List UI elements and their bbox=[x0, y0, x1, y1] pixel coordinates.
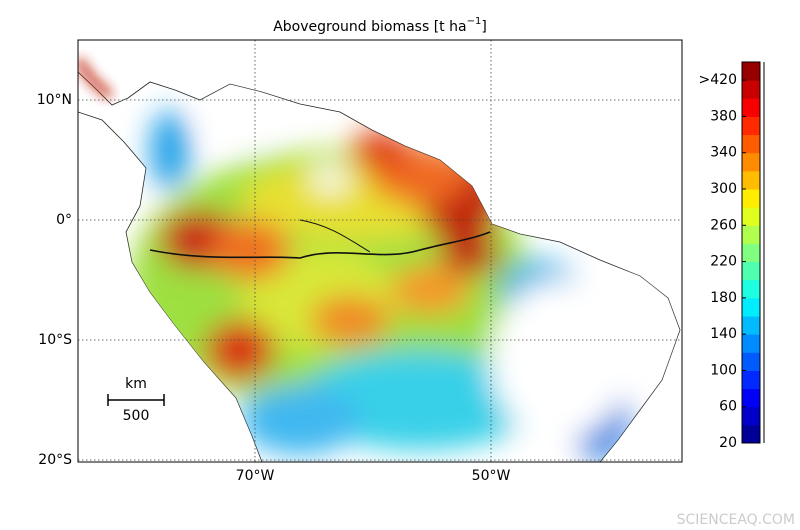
colorbar-segment bbox=[742, 207, 760, 226]
colorbar-tick-label: >420 bbox=[699, 72, 737, 88]
colorbar-tick-label: 180 bbox=[710, 290, 737, 306]
central-america bbox=[78, 57, 113, 99]
colorbar-segment bbox=[742, 152, 760, 172]
river bbox=[149, 231, 491, 259]
title-superscript: −1 bbox=[467, 16, 482, 27]
colorbar-tick-label: 20 bbox=[719, 435, 737, 451]
lat-label: 0° bbox=[56, 212, 72, 228]
colorbar-segment bbox=[742, 98, 760, 117]
colorbar-segment bbox=[742, 279, 760, 299]
colorbar-segment bbox=[742, 170, 760, 190]
river bbox=[299, 219, 371, 253]
lat-label: 10°N bbox=[37, 92, 72, 108]
colorbar-segment bbox=[742, 370, 760, 390]
biomass-layer bbox=[130, 95, 670, 460]
colorbar-segment bbox=[742, 225, 760, 244]
colorbar-segment bbox=[742, 116, 760, 136]
title-close: ] bbox=[481, 19, 486, 35]
colorbar-tick-label: 300 bbox=[710, 181, 737, 197]
map-area bbox=[78, 40, 682, 462]
scale-length: 500 bbox=[123, 408, 150, 424]
map-frame bbox=[77, 39, 683, 463]
colorbar-segment bbox=[742, 80, 760, 99]
map-title: Aboveground biomass [t ha−1] bbox=[273, 16, 487, 35]
colorbar-tick-label: 140 bbox=[710, 326, 737, 342]
colorbar-segment bbox=[742, 352, 760, 371]
colorbar-segment bbox=[742, 62, 760, 81]
colorbar-tick-label: 260 bbox=[710, 217, 737, 233]
watermark: SCIENCEAQ.COM bbox=[677, 512, 795, 528]
colorbar-segment bbox=[742, 261, 760, 281]
colorbar-segment bbox=[742, 334, 760, 353]
colorbar-segment bbox=[742, 243, 760, 263]
colorbar-tick-label: 60 bbox=[719, 399, 737, 415]
colorbar-tick-label: 340 bbox=[710, 145, 737, 161]
colorbar-segment bbox=[742, 388, 760, 408]
colorbar-segment bbox=[742, 424, 760, 444]
scale-unit: km bbox=[125, 376, 147, 392]
colorbar-segment bbox=[742, 316, 760, 335]
colorbar-tick-label: 380 bbox=[710, 108, 737, 124]
colorbar: 20 60 100 140 180 220 260 300 340 380 >420 bbox=[699, 61, 765, 451]
lat-label: 20°S bbox=[38, 452, 72, 468]
title-text: Aboveground biomass [t ha bbox=[273, 19, 466, 35]
colorbar-segment bbox=[742, 189, 760, 208]
scale-bar: km 500 bbox=[107, 376, 165, 424]
colorbar-segment bbox=[742, 134, 760, 154]
colorbar-segment bbox=[742, 297, 760, 317]
colorbar-tick-label: 100 bbox=[710, 362, 737, 378]
colorbar-tick-label: 220 bbox=[710, 254, 737, 270]
lat-label: 10°S bbox=[38, 332, 72, 348]
lon-label: 70°W bbox=[236, 468, 275, 484]
colorbar-segment bbox=[742, 406, 760, 426]
colorbar-frame bbox=[741, 61, 761, 444]
lon-label: 50°W bbox=[472, 468, 511, 484]
